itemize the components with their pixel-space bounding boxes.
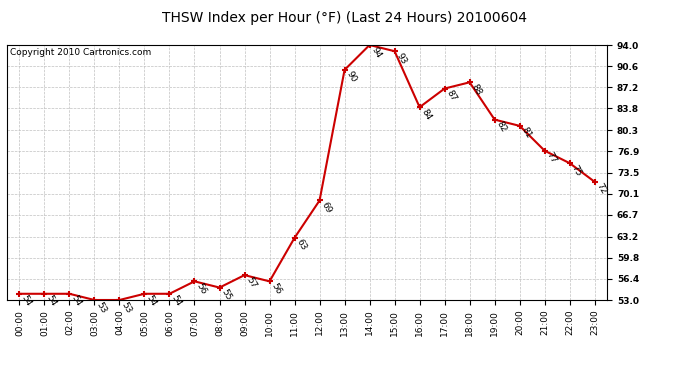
Text: 93: 93 — [395, 51, 408, 66]
Text: 69: 69 — [319, 201, 333, 215]
Text: 88: 88 — [470, 82, 483, 97]
Text: 94: 94 — [370, 45, 383, 59]
Text: 54: 54 — [19, 294, 33, 308]
Text: 72: 72 — [595, 182, 608, 196]
Text: 81: 81 — [520, 126, 533, 140]
Text: Copyright 2010 Cartronics.com: Copyright 2010 Cartronics.com — [10, 48, 151, 57]
Text: 56: 56 — [195, 281, 208, 296]
Text: 53: 53 — [119, 300, 133, 315]
Text: 55: 55 — [219, 288, 233, 302]
Text: 82: 82 — [495, 120, 508, 134]
Text: 75: 75 — [570, 163, 583, 178]
Text: 77: 77 — [544, 151, 558, 165]
Text: 87: 87 — [444, 88, 458, 103]
Text: 54: 54 — [44, 294, 58, 308]
Text: 53: 53 — [95, 300, 108, 315]
Text: 84: 84 — [420, 107, 433, 122]
Text: THSW Index per Hour (°F) (Last 24 Hours) 20100604: THSW Index per Hour (°F) (Last 24 Hours)… — [163, 11, 527, 25]
Text: 90: 90 — [344, 70, 358, 84]
Text: 63: 63 — [295, 238, 308, 252]
Text: 54: 54 — [144, 294, 158, 308]
Text: 54: 54 — [170, 294, 183, 308]
Text: 54: 54 — [70, 294, 83, 308]
Text: 57: 57 — [244, 275, 258, 290]
Text: 56: 56 — [270, 281, 283, 296]
